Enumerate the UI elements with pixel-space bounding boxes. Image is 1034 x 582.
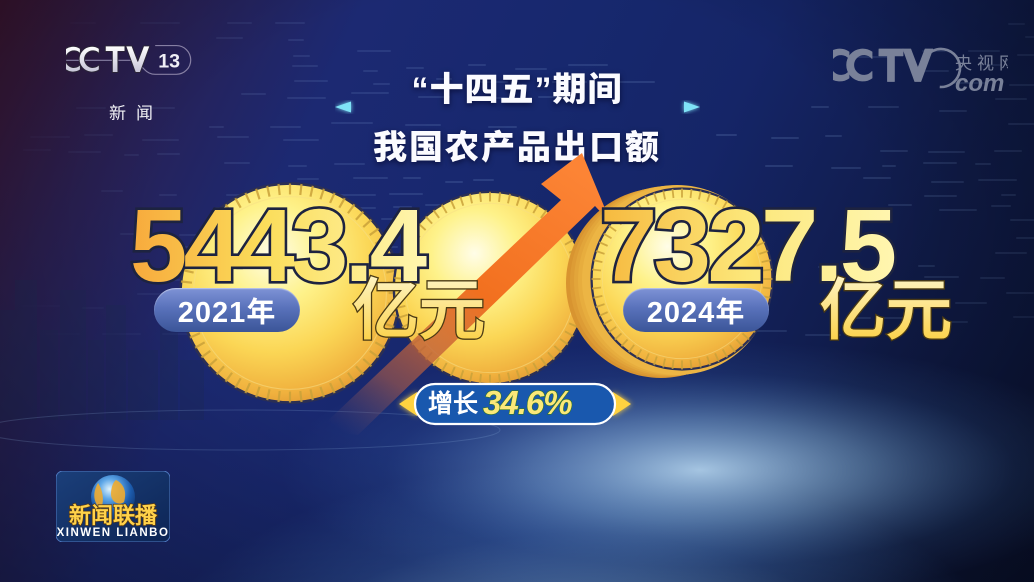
svg-text:增长: 增长 xyxy=(428,389,479,418)
svg-text:XINWEN LIANBO: XINWEN LIANBO xyxy=(57,527,170,539)
svg-text:亿元: 亿元 xyxy=(820,273,952,347)
svg-text:亿元: 亿元 xyxy=(353,273,485,347)
svg-text:34.6%: 34.6% xyxy=(483,384,572,421)
svg-text:新闻联播: 新闻联播 xyxy=(69,503,158,528)
